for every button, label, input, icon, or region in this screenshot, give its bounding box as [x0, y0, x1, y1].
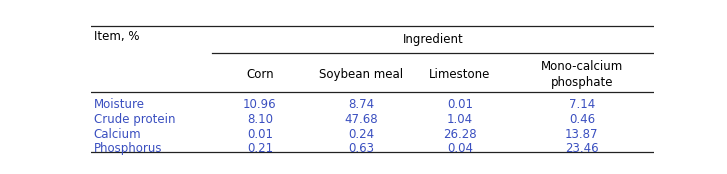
Text: 0.01: 0.01: [447, 98, 473, 111]
Text: 47.68: 47.68: [345, 113, 378, 126]
Text: Phosphorus: Phosphorus: [94, 142, 162, 155]
Text: 8.10: 8.10: [247, 113, 273, 126]
Text: 0.01: 0.01: [247, 128, 273, 141]
Text: 7.14: 7.14: [569, 98, 595, 111]
Text: 0.46: 0.46: [569, 113, 595, 126]
Text: 13.87: 13.87: [565, 128, 598, 141]
Text: Mono-calcium
phosphate: Mono-calcium phosphate: [541, 60, 623, 89]
Text: Soybean meal: Soybean meal: [319, 68, 403, 81]
Text: 26.28: 26.28: [443, 128, 477, 141]
Text: 0.21: 0.21: [247, 142, 273, 155]
Text: Item, %: Item, %: [94, 30, 139, 44]
Text: Corn: Corn: [246, 68, 273, 81]
Text: Limestone: Limestone: [429, 68, 491, 81]
Text: Ingredient: Ingredient: [403, 33, 464, 46]
Text: Calcium: Calcium: [94, 128, 141, 141]
Text: 8.74: 8.74: [348, 98, 374, 111]
Text: 0.04: 0.04: [447, 142, 473, 155]
Text: 0.63: 0.63: [348, 142, 374, 155]
Text: 10.96: 10.96: [243, 98, 277, 111]
Text: Crude protein: Crude protein: [94, 113, 175, 126]
Text: 0.24: 0.24: [348, 128, 374, 141]
Text: 1.04: 1.04: [447, 113, 473, 126]
Text: 23.46: 23.46: [565, 142, 599, 155]
Text: Moisture: Moisture: [94, 98, 145, 111]
